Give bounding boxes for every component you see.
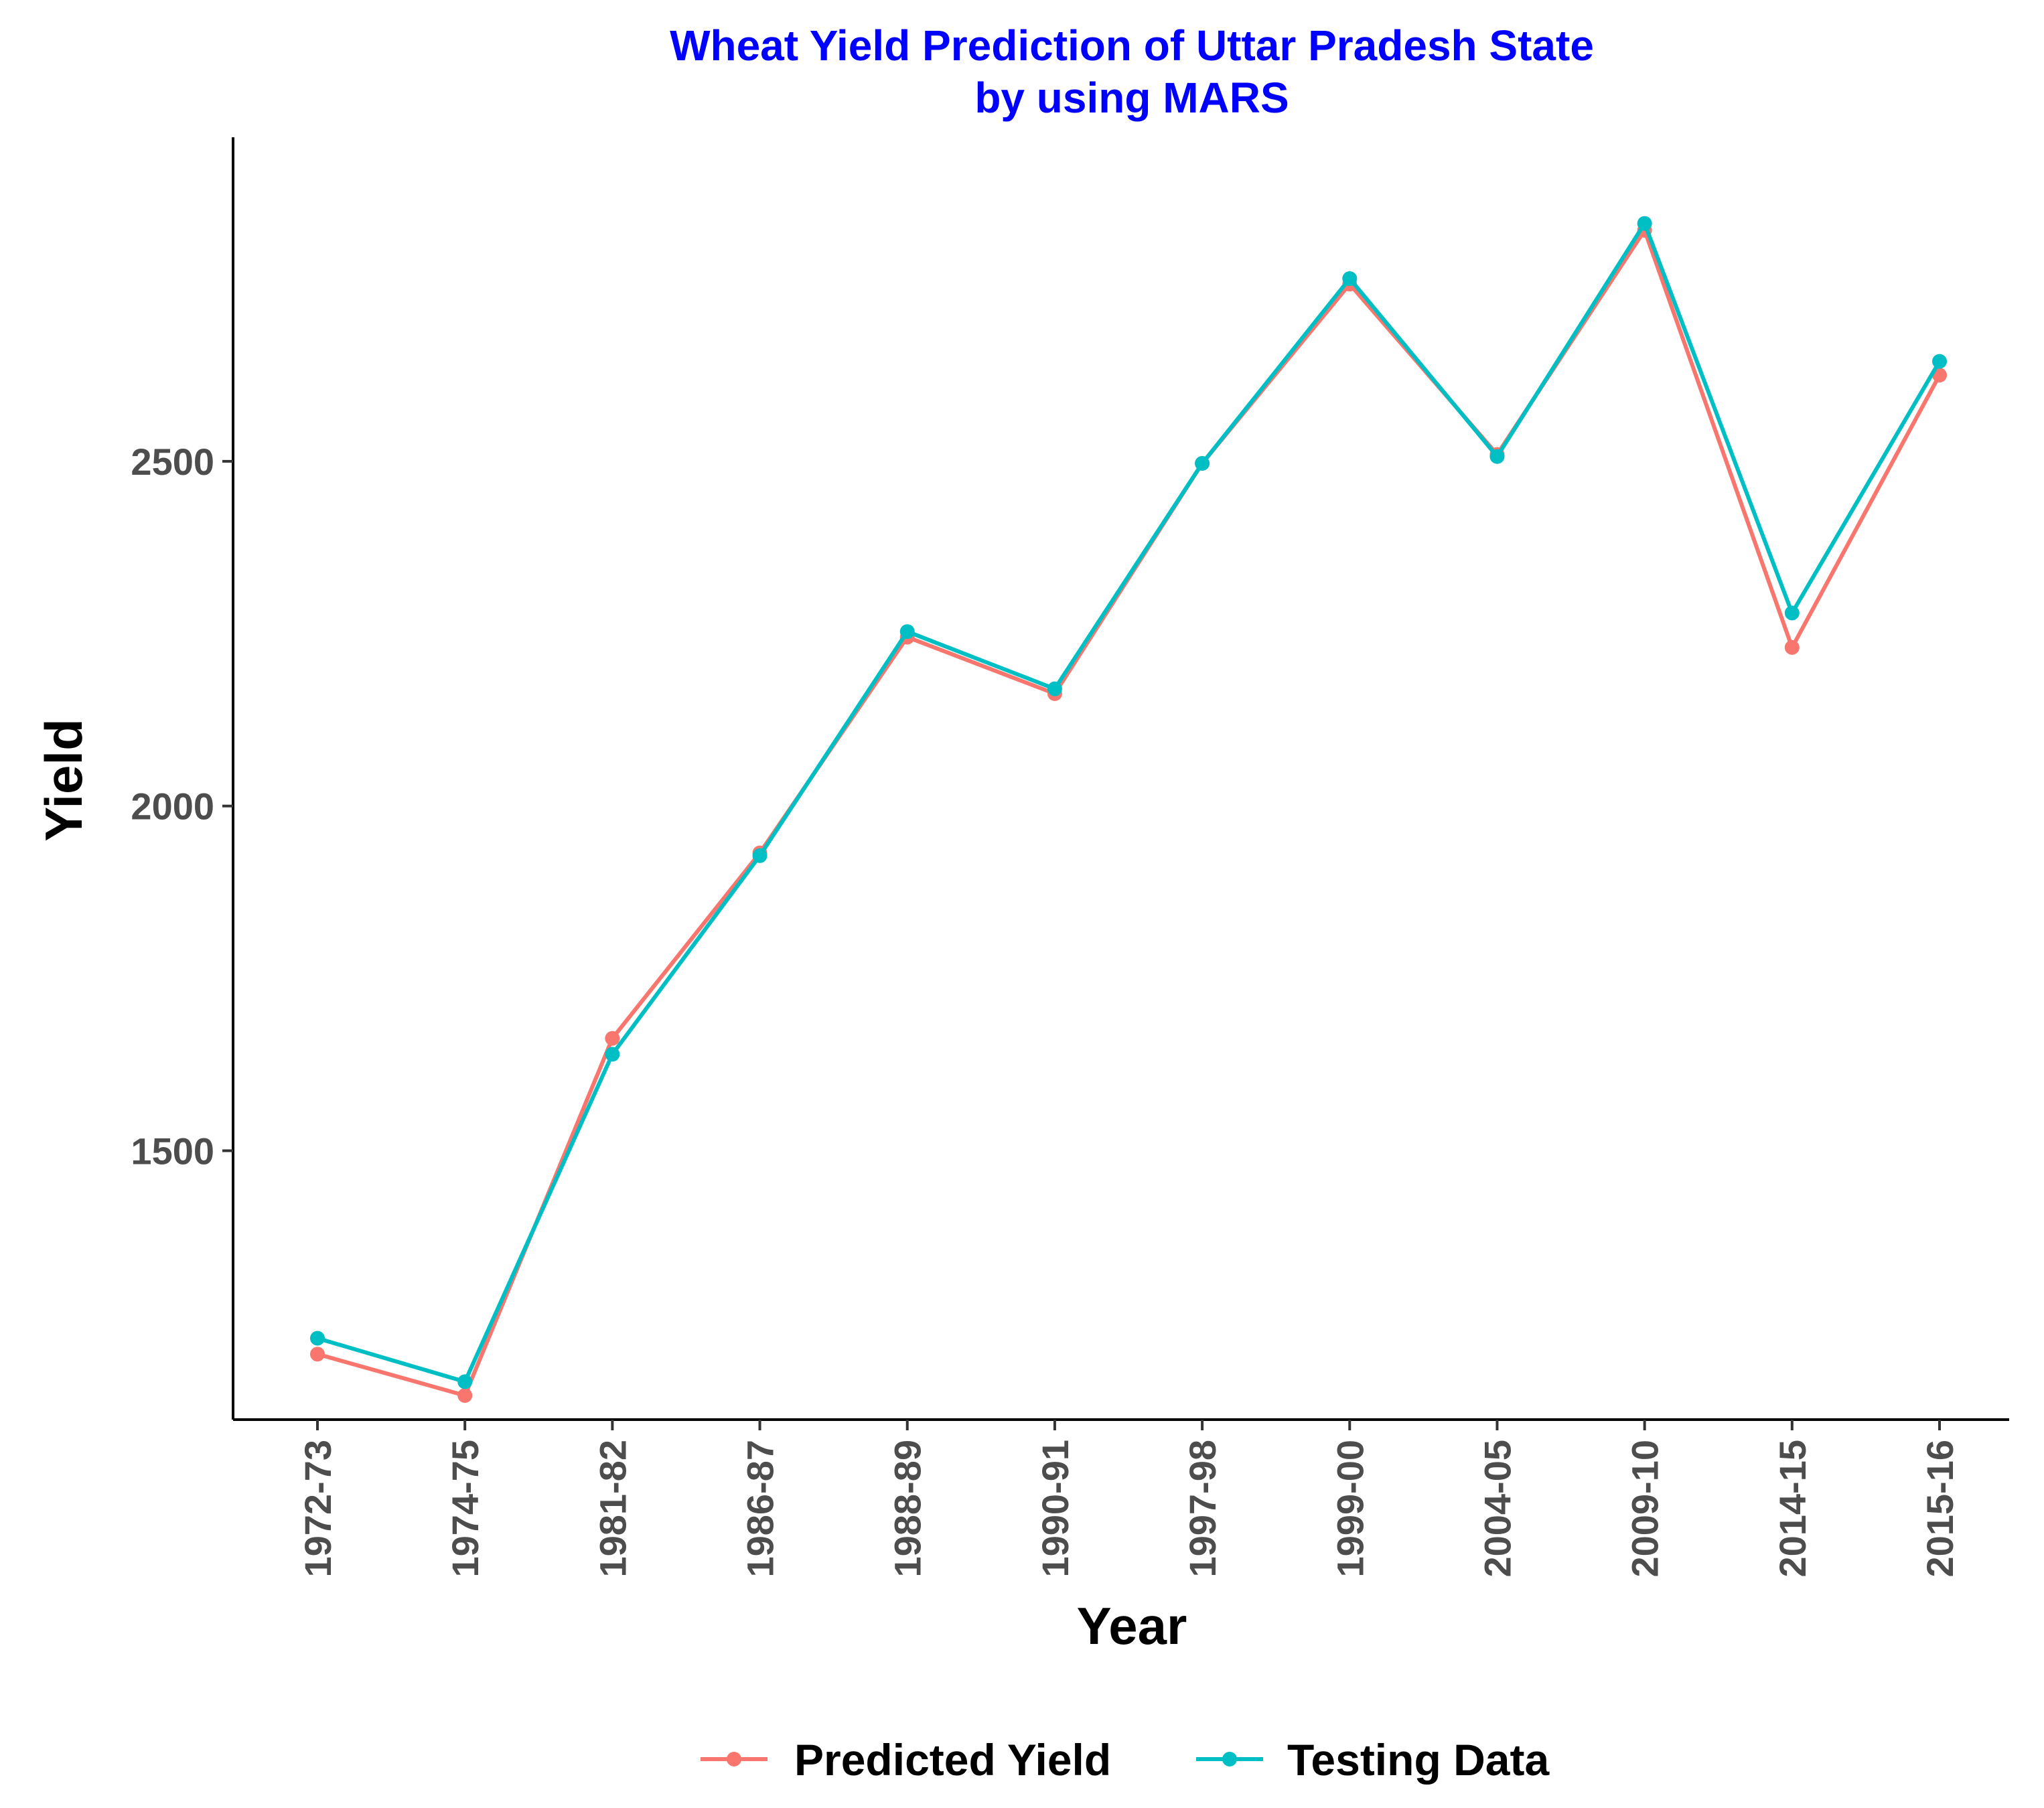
- data-point: [310, 1331, 325, 1346]
- x-tick-label: 1974-75: [444, 1440, 486, 1578]
- data-point: [1489, 449, 1505, 464]
- y-tick-label: 1500: [131, 1130, 214, 1172]
- y-tick-label: 2500: [131, 441, 214, 483]
- x-tick-label: 1972-73: [297, 1440, 339, 1578]
- data-point: [899, 624, 915, 639]
- x-tick-label: 1988-89: [887, 1440, 929, 1578]
- chart-title: Wheat Yield Prediction of Uttar Pradesh …: [670, 21, 1594, 70]
- data-point: [605, 1047, 620, 1062]
- data-point: [1784, 639, 1800, 655]
- data-point: [1932, 354, 1947, 369]
- legend: Predicted Yield Testing Data: [701, 1735, 1550, 1785]
- data-point: [1637, 216, 1652, 231]
- legend-key-point: [727, 1752, 741, 1766]
- series-2: [310, 216, 1947, 1389]
- plot-area: 1500 2000 2500 1972-73 1974-75 1981-82 1986-8…: [131, 137, 2009, 1578]
- x-axis-ticks: 1972-73 1974-75 1981-82 1986-87 1988-89 1990-…: [297, 1420, 1961, 1578]
- x-axis-title: Year: [1077, 1596, 1187, 1655]
- y-axis-ticks: 1500 2000 2500: [131, 441, 233, 1172]
- legend-key: [701, 1752, 768, 1766]
- legend-key: [1196, 1752, 1263, 1766]
- data-point: [1784, 605, 1800, 621]
- legend-label: Testing Data: [1287, 1735, 1550, 1785]
- data-point: [457, 1374, 473, 1389]
- x-tick-label: 1997-98: [1181, 1440, 1224, 1578]
- x-tick-label: 1981-82: [591, 1440, 634, 1578]
- x-tick-label: 2015-16: [1919, 1440, 1961, 1578]
- y-axis-title: Yield: [34, 719, 93, 842]
- data-point: [310, 1347, 325, 1362]
- x-tick-label: 2014-15: [1771, 1440, 1814, 1578]
- x-tick-label: 2004-05: [1476, 1440, 1518, 1578]
- data-point: [752, 848, 768, 863]
- x-tick-label: 1990-91: [1034, 1440, 1076, 1578]
- data-point: [605, 1031, 620, 1046]
- data-point: [1195, 455, 1210, 471]
- x-tick-label: 2009-10: [1624, 1440, 1666, 1578]
- legend-key-point: [1222, 1752, 1237, 1766]
- chart-subtitle: by using MARS: [974, 74, 1289, 122]
- data-point: [1047, 681, 1062, 696]
- series-layer: [310, 216, 1947, 1403]
- data-point: [457, 1387, 473, 1403]
- y-tick-label: 2000: [131, 785, 214, 828]
- series-line: [317, 221, 1942, 1384]
- data-point: [1342, 271, 1358, 287]
- x-tick-label: 1986-87: [739, 1440, 782, 1578]
- x-tick-label: 1999-00: [1329, 1440, 1371, 1578]
- legend-label: Predicted Yield: [794, 1735, 1111, 1785]
